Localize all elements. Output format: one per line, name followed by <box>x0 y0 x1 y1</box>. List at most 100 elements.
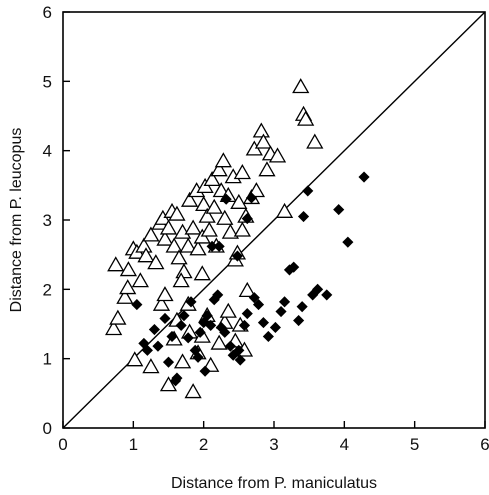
diamond-point <box>241 308 253 320</box>
triangle-point <box>119 261 138 277</box>
diamond-point <box>185 296 197 308</box>
triangle-point <box>116 288 134 304</box>
triangle-point <box>252 122 270 138</box>
diamond-point <box>162 356 175 368</box>
data-points <box>105 78 370 399</box>
diamond-point <box>288 261 300 273</box>
diamond-point <box>182 332 194 344</box>
diamond-point <box>205 319 217 331</box>
diamond-point <box>231 250 243 262</box>
y-tick-label: 0 <box>43 419 52 438</box>
diamond-point <box>199 365 211 377</box>
diamond-point <box>241 213 253 225</box>
diamond-point <box>248 292 260 304</box>
axis-ticks <box>62 11 486 429</box>
triangle-point <box>184 219 202 235</box>
diamond-point <box>224 340 236 352</box>
triangle-point <box>105 320 123 336</box>
diamond-point <box>152 340 164 352</box>
x-tick-label: 0 <box>58 435 67 454</box>
diamond-point <box>194 326 206 338</box>
triangle-point <box>247 182 266 198</box>
diamond-point <box>342 236 354 248</box>
triangle-point <box>189 240 207 256</box>
triangle-point <box>173 353 192 369</box>
triangle-point <box>297 110 315 126</box>
triangle-point <box>142 358 160 374</box>
diamond-point <box>220 193 232 205</box>
x-tick-label: 2 <box>199 435 208 454</box>
triangle-point <box>210 334 228 350</box>
triangle-point <box>168 205 186 221</box>
triangle-point <box>292 78 310 94</box>
triangle-point <box>165 237 183 253</box>
diamond-point <box>358 171 370 183</box>
diamond-point <box>262 330 274 343</box>
triangle-point <box>137 247 155 263</box>
diamond-point <box>252 299 265 311</box>
triangle-point <box>107 256 125 272</box>
triangle-point <box>179 237 197 253</box>
diamond-point <box>302 185 314 197</box>
y-tick-label: 5 <box>43 72 52 91</box>
diamond-point <box>206 240 218 252</box>
x-tick-label: 1 <box>129 435 138 454</box>
triangle-point <box>147 254 165 270</box>
triangle-point <box>258 161 276 177</box>
diamond-point <box>245 192 258 204</box>
diamond-point <box>293 314 305 327</box>
triangle-point <box>210 161 228 177</box>
diamond-point <box>219 326 231 338</box>
triangle-point <box>268 147 287 163</box>
triangle-point <box>142 226 160 242</box>
triangle-point <box>193 265 211 281</box>
x-tick-label: 4 <box>340 435 349 454</box>
triangle-point <box>275 202 294 218</box>
triangle-point <box>219 302 237 318</box>
triangle-point <box>131 272 149 288</box>
triangle-point <box>214 152 232 168</box>
diamond-point <box>257 317 270 329</box>
diamond-point <box>141 344 153 356</box>
diamond-point <box>321 289 333 301</box>
x-axis-title: Distance from P. maniculatus <box>171 475 377 492</box>
diamond-point <box>269 321 281 334</box>
triangle-point <box>195 195 213 212</box>
diamond-point <box>312 283 324 295</box>
triangle-point <box>238 281 256 297</box>
diamond-point <box>275 305 287 318</box>
triangle-point <box>221 223 240 239</box>
triangle-point <box>254 133 273 149</box>
diamond-point <box>131 299 143 311</box>
triangle-point <box>109 309 127 325</box>
diamond-point <box>175 319 187 331</box>
diamond-point <box>238 319 251 331</box>
diamond-point <box>148 323 160 336</box>
diamond-point <box>171 372 183 384</box>
diamond-point <box>296 301 308 313</box>
triangle-point <box>230 193 248 209</box>
triangle-point <box>184 383 202 399</box>
triangle-point <box>156 230 174 246</box>
diamond-point <box>178 310 190 322</box>
diamond-point <box>278 296 291 308</box>
triangle-point <box>156 286 174 302</box>
diamond-point <box>159 312 171 325</box>
triangle-point <box>170 249 188 265</box>
diamond-point <box>234 354 246 366</box>
diamond-point <box>333 204 345 216</box>
triangle-point <box>159 219 178 235</box>
triangle-point <box>175 263 193 279</box>
triangle-point <box>203 170 221 187</box>
diamond-point <box>166 330 178 343</box>
triangle-point <box>180 191 199 207</box>
y-tick-label: 2 <box>43 280 52 299</box>
triangle-point <box>172 272 190 288</box>
y-axis-title: Distance from P. leucopus <box>8 128 25 313</box>
x-tick-label: 3 <box>269 435 278 454</box>
triangle-point <box>233 221 251 237</box>
diamond-point <box>212 289 224 301</box>
diamond-point <box>233 344 245 356</box>
triangle-point <box>159 376 178 392</box>
